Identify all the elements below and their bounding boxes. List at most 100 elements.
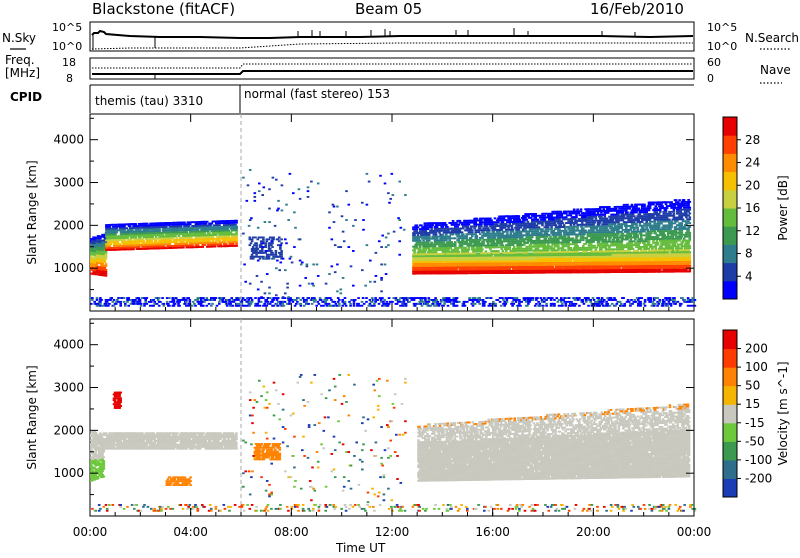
scatter-cell [178, 235, 181, 237]
scatter-cell [443, 241, 446, 243]
scatter-cell [474, 231, 477, 233]
scatter-cell [115, 249, 118, 251]
scatter-cell [457, 239, 460, 241]
scatter-cell [470, 220, 473, 222]
scatter-cell [465, 235, 468, 237]
scatter-cell [199, 240, 202, 242]
nsky-spikes [93, 28, 635, 50]
scatter-cell [112, 228, 115, 230]
scatter-cell [497, 252, 500, 254]
scatter-cell [135, 240, 138, 242]
scatter-cell [174, 235, 177, 237]
scatter-cell [474, 226, 477, 228]
scatter-cell [197, 229, 200, 231]
scatter-cell [451, 237, 454, 239]
scatter-cell [464, 226, 467, 228]
scatter-cell [477, 247, 480, 249]
scatter-cell [182, 247, 185, 249]
scatter-cell [221, 236, 224, 238]
scatter-cell [152, 238, 155, 240]
scatter-cell [196, 221, 199, 223]
scatter-cell [206, 225, 209, 227]
scatter-cell [561, 270, 564, 272]
scatter-cell [454, 241, 457, 243]
scatter-cell [679, 253, 682, 255]
scatter-cell [446, 247, 449, 249]
scatter-cell [451, 253, 454, 255]
scatter-cell [468, 249, 471, 251]
scatter-cell [110, 243, 113, 245]
nave-tick-bottom: 0 [707, 72, 714, 85]
scatter-cell [145, 225, 148, 227]
scatter-cell [488, 221, 491, 223]
scatter-cell [464, 247, 467, 249]
scatter-cell [499, 235, 502, 237]
scatter-cell [172, 237, 175, 239]
scatter-cell [452, 220, 455, 222]
scatter-cell [482, 243, 485, 245]
scatter-cell [235, 245, 238, 247]
scatter-cell [429, 249, 432, 251]
scatter-cell [169, 234, 172, 236]
scatter-cell [674, 251, 677, 253]
scatter-cell [685, 269, 688, 271]
freq-frame [90, 58, 694, 79]
scatter-cell [154, 238, 157, 240]
scatter-cell [453, 267, 456, 269]
scatter-cell [496, 243, 499, 245]
scatter-cell [90, 253, 93, 255]
scatter-cell [689, 261, 692, 263]
scatter-cell [670, 259, 673, 261]
scatter-cell [444, 222, 447, 224]
scatter-cell [648, 259, 651, 261]
scatter-cell [106, 245, 109, 247]
scatter-cell [431, 273, 434, 275]
scatter-cell [190, 231, 193, 233]
scatter-cell [433, 222, 436, 224]
scatter-cell [486, 233, 489, 235]
scatter-cell [119, 228, 122, 230]
scatter-cell [175, 237, 178, 239]
scatter-cell [206, 221, 209, 223]
scatter-cell [572, 271, 575, 273]
scatter-cell [482, 227, 485, 229]
scatter-cell [462, 239, 465, 241]
scatter-cell [493, 231, 496, 233]
scatter-cell [506, 231, 509, 233]
scatter-cell [488, 252, 491, 254]
scatter-cell [488, 233, 491, 235]
scatter-cell [589, 266, 592, 268]
scatter-cell [235, 229, 238, 231]
scatter-cell [173, 245, 176, 247]
scatter-cell [155, 228, 158, 230]
scatter-cell [467, 253, 470, 255]
scatter-cell [508, 246, 511, 248]
scatter-cell [98, 258, 101, 260]
scatter-cell [235, 233, 238, 235]
scatter-cell [116, 243, 119, 245]
scatter-cell [457, 251, 460, 253]
scatter-cell [413, 234, 416, 236]
scatter-cell [565, 256, 568, 258]
scatter-cell [431, 224, 434, 226]
scatter-cell [169, 224, 172, 226]
scatter-cell [655, 267, 658, 269]
scatter-cell [207, 230, 210, 232]
scatter-cell [199, 236, 202, 238]
scatter-cell [439, 234, 442, 236]
scatter-cell [199, 246, 202, 248]
scatter-cell [163, 245, 166, 247]
scatter-cell [183, 222, 186, 224]
scatter-cell [485, 252, 488, 254]
scatter-cell [169, 228, 172, 230]
scatter-cell [430, 242, 433, 244]
scatter-cell [419, 240, 422, 242]
scatter-cell [164, 241, 167, 243]
scatter-cell [453, 251, 456, 253]
scatter-cell [480, 220, 483, 222]
nsearch-label: N.Search [745, 31, 799, 45]
scatter-cell [470, 243, 473, 245]
scatter-cell [474, 222, 477, 224]
scatter-cell [116, 230, 119, 232]
